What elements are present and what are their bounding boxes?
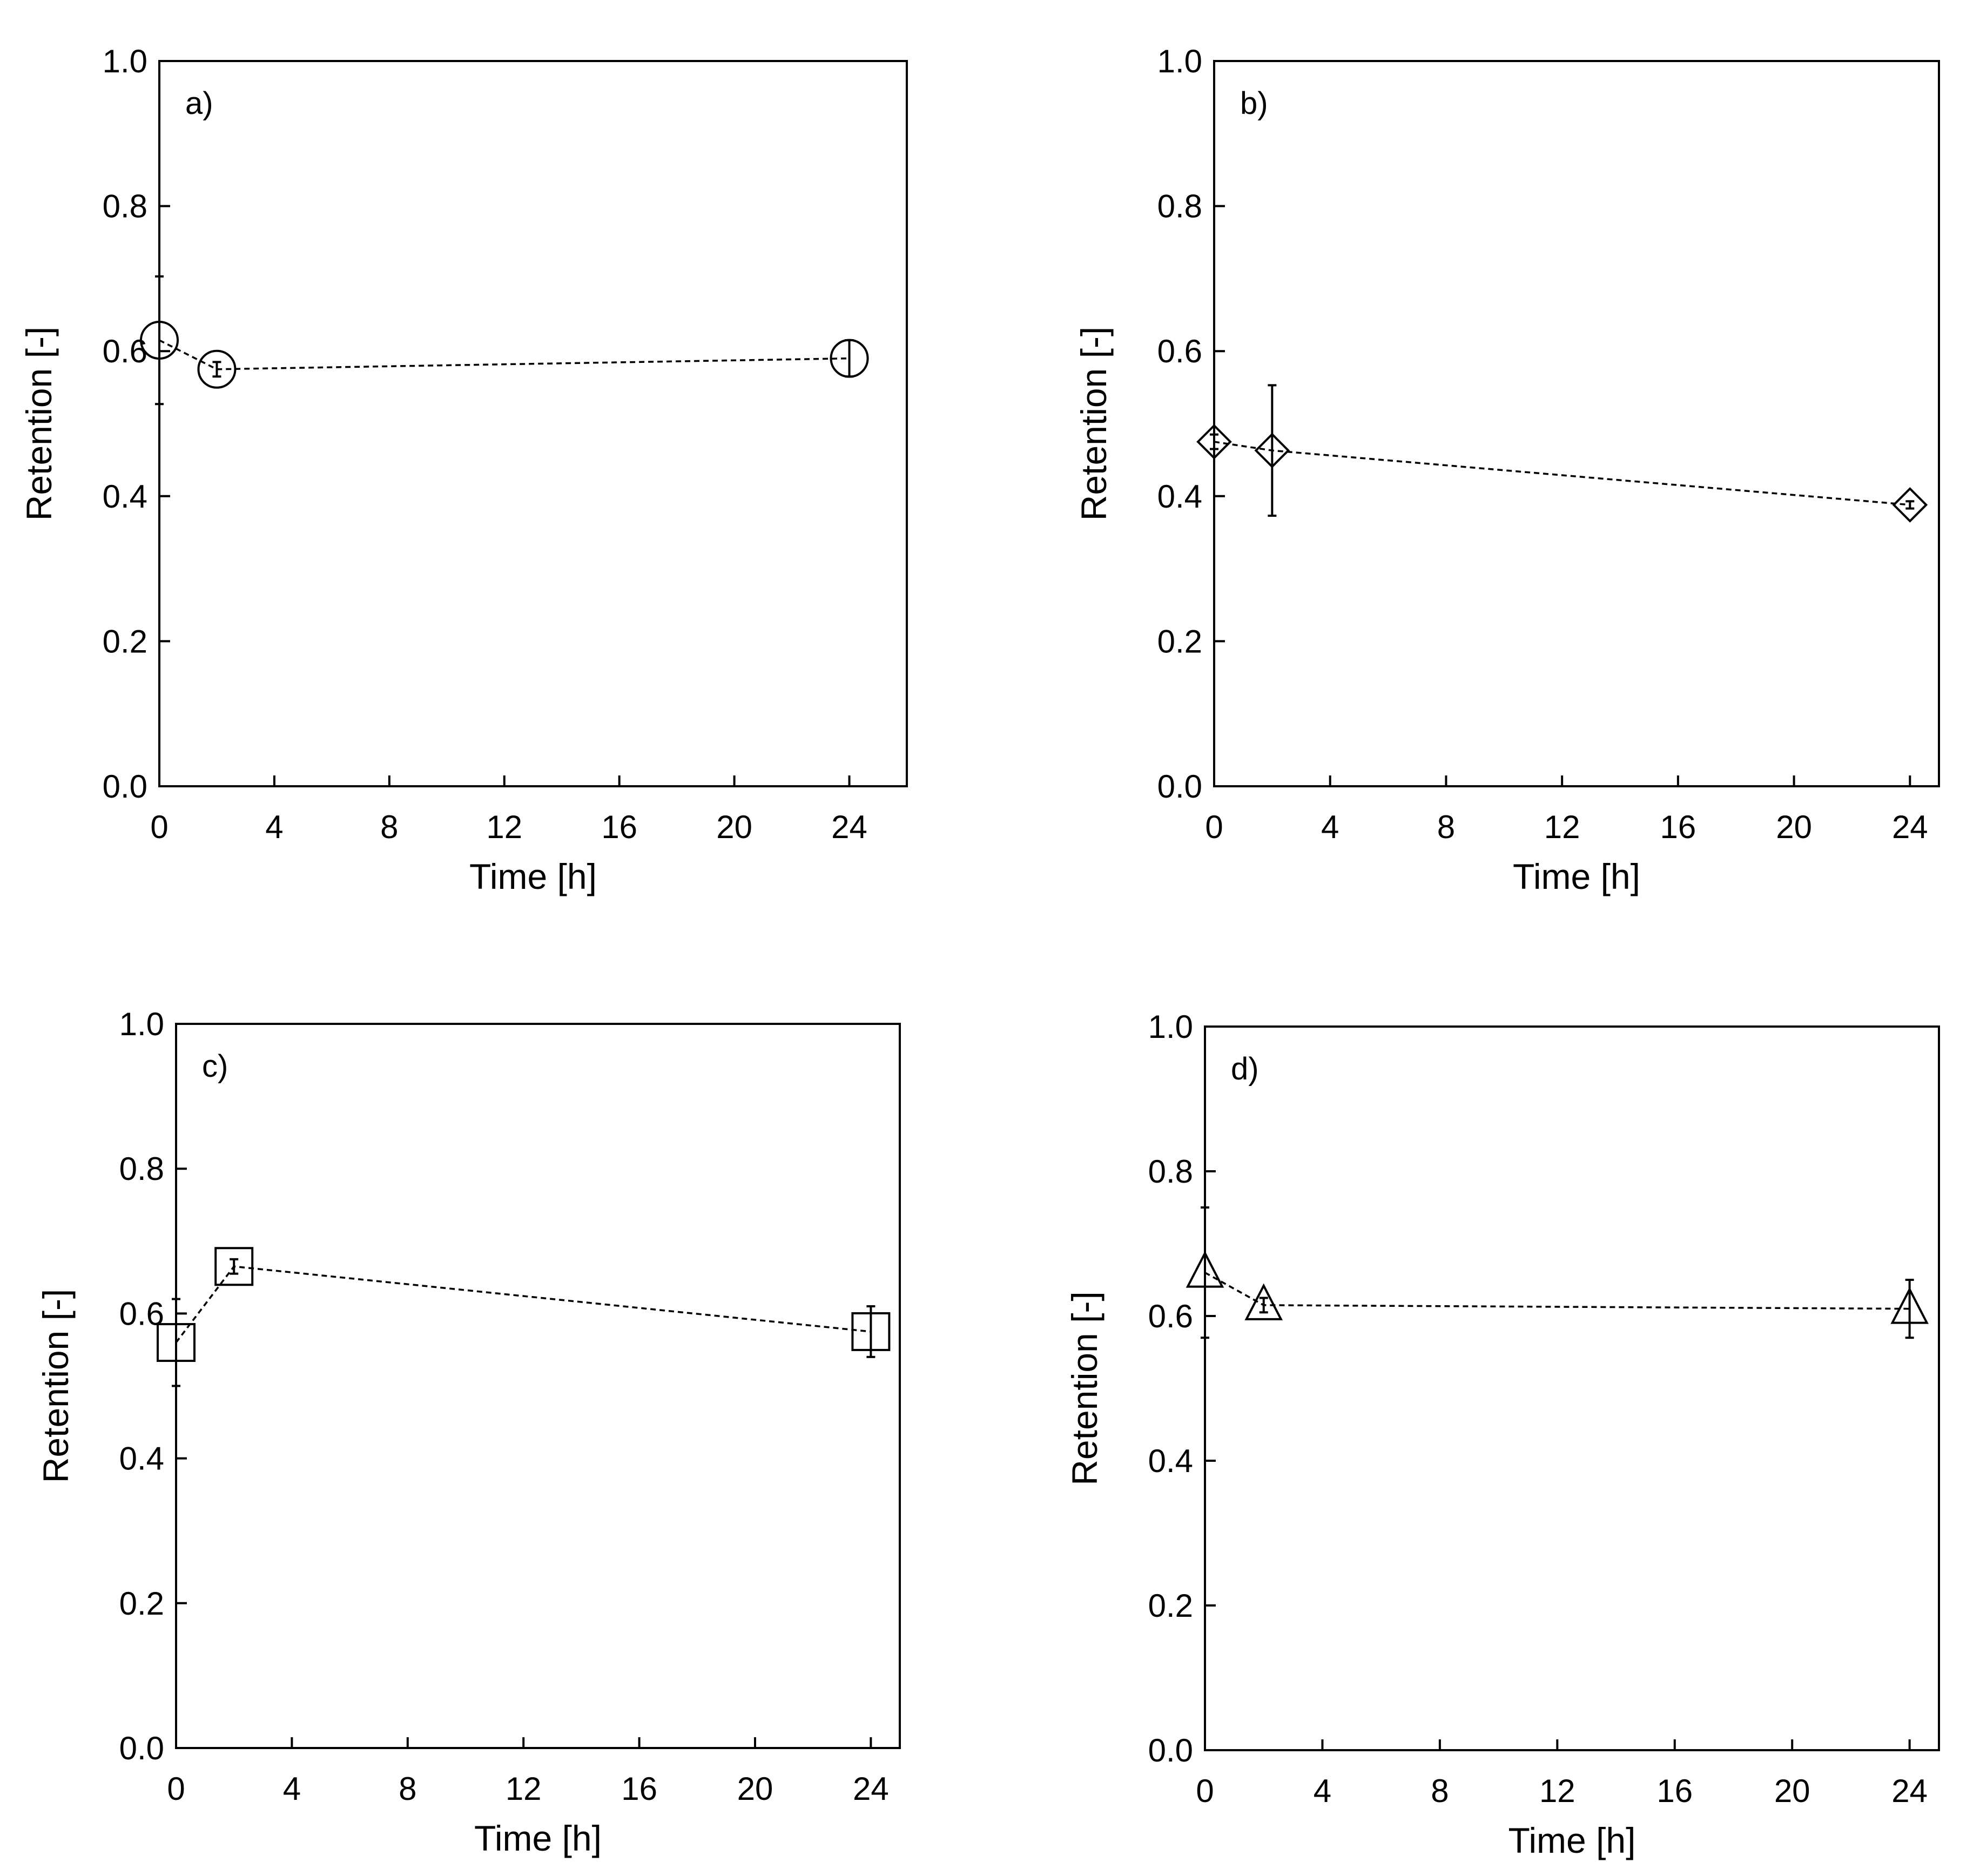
x-axis-title: Time [h] (1508, 1820, 1636, 1860)
x-tick-label: 16 (1660, 809, 1696, 845)
data-point-marker (157, 1323, 196, 1362)
data-point-marker (1186, 1251, 1224, 1288)
x-tick-label: 0 (1196, 1773, 1214, 1809)
y-tick-label: 1.0 (1157, 43, 1202, 79)
x-tick-label: 0 (1205, 809, 1223, 845)
x-tick-label: 8 (399, 1771, 416, 1807)
data-point-marker (1892, 487, 1928, 523)
x-tick-label: 0 (150, 809, 168, 845)
y-tick-label: 0.2 (103, 623, 147, 659)
x-tick-label: 0 (167, 1771, 185, 1807)
x-tick-label: 24 (1891, 1773, 1928, 1809)
data-point-marker (214, 1247, 254, 1286)
y-tick-label: 0.4 (103, 478, 147, 515)
chart-panel-d: 0.0 0.2 0.4 0.6 0.8 1.0 0 4 8 12 16 20 24 Time [h] Ret… (1065, 1009, 1940, 1860)
data-point-marker (140, 321, 179, 360)
y-tick-label: 1.0 (1148, 1009, 1193, 1045)
x-axis-title: Time [h] (469, 856, 597, 896)
y-axis-title: Retention [-] (1065, 1291, 1105, 1486)
y-tick-label: 0.8 (1157, 188, 1202, 225)
y-tick-label: 0.0 (1157, 768, 1202, 805)
x-tick-label: 20 (1776, 809, 1812, 845)
y-axis-title: Retention [-] (36, 1289, 76, 1483)
panel-label: b) (1240, 86, 1268, 121)
x-tick-label: 4 (265, 809, 283, 845)
x-tick-label: 12 (1539, 1773, 1575, 1809)
x-tick-label: 24 (853, 1771, 889, 1807)
data-point-marker (197, 349, 237, 389)
y-tick-label: 0.2 (1157, 623, 1202, 659)
y-tick-label: 0.6 (1148, 1298, 1193, 1334)
x-tick-label: 20 (737, 1771, 773, 1807)
x-tick-label: 24 (831, 809, 867, 845)
y-tick-label: 0.8 (119, 1151, 164, 1187)
y-tick-label: 0.0 (1148, 1732, 1193, 1769)
plot-frame (158, 60, 908, 787)
x-tick-label: 16 (621, 1771, 657, 1807)
y-tick-label: 0.2 (1148, 1588, 1193, 1624)
x-tick-label: 24 (1892, 809, 1928, 845)
y-tick-label: 0.4 (1148, 1443, 1193, 1479)
x-tick-label: 12 (506, 1771, 542, 1807)
data-point-marker (1196, 424, 1232, 460)
x-tick-label: 16 (601, 809, 637, 845)
x-tick-label: 20 (1774, 1773, 1810, 1809)
x-axis-title: Time [h] (1513, 856, 1640, 896)
x-tick-label: 12 (486, 809, 522, 845)
y-tick-label: 0.2 (119, 1585, 164, 1622)
panel-label: c) (202, 1049, 228, 1084)
y-axis-title: Retention [-] (1074, 327, 1114, 521)
x-tick-label: 4 (1314, 1773, 1331, 1809)
panel-label: a) (185, 86, 213, 121)
data-point-marker (1890, 1287, 1929, 1324)
y-tick-label: 0.0 (119, 1730, 164, 1766)
y-tick-label: 0.4 (119, 1441, 164, 1477)
y-axis-title: Retention [-] (19, 327, 59, 521)
data-point-marker (1254, 433, 1290, 469)
y-tick-label: 1.0 (103, 43, 147, 79)
x-tick-label: 12 (1544, 809, 1580, 845)
y-tick-label: 0.4 (1157, 478, 1202, 515)
panel-label: d) (1231, 1051, 1259, 1087)
x-tick-label: 8 (380, 809, 398, 845)
x-tick-label: 4 (1321, 809, 1339, 845)
x-tick-label: 8 (1431, 1773, 1449, 1809)
y-tick-label: 0.0 (103, 768, 147, 805)
x-axis-title: Time [h] (474, 1818, 602, 1858)
plot-frame (1204, 1025, 1940, 1751)
y-tick-label: 0.6 (1157, 333, 1202, 369)
plot-frame (1213, 60, 1940, 787)
y-tick-label: 1.0 (119, 1006, 164, 1042)
x-tick-label: 20 (716, 809, 752, 845)
x-tick-label: 4 (283, 1771, 301, 1807)
data-point-marker (851, 1312, 891, 1351)
data-point-marker (1244, 1283, 1283, 1320)
chart-panel-b: 0.0 0.2 0.4 0.6 0.8 1.0 0 4 8 12 16 20 24 Time [h] Ret… (1074, 43, 1940, 896)
x-tick-label: 8 (1437, 809, 1455, 845)
data-point-marker (830, 339, 869, 378)
y-tick-label: 0.8 (103, 188, 147, 225)
y-tick-label: 0.8 (1148, 1153, 1193, 1190)
x-tick-label: 16 (1656, 1773, 1693, 1809)
